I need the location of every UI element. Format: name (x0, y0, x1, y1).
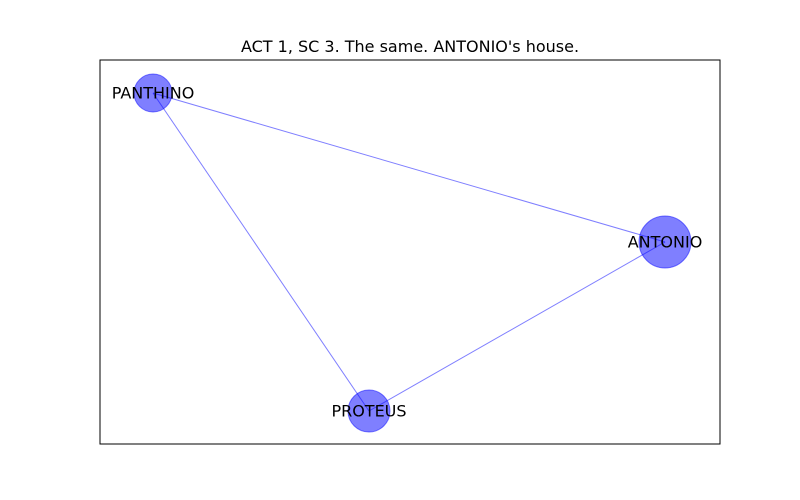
plot-frame (99, 59, 721, 445)
node-proteus (347, 389, 391, 433)
edges-layer (152, 92, 666, 412)
edge-antonio-proteus (368, 241, 666, 412)
node-panthino (133, 73, 173, 113)
nodes-layer (133, 73, 692, 433)
node-label-antonio: ANTONIO (628, 233, 703, 252)
node-label-proteus: PROTEUS (331, 402, 406, 421)
figure-title: ACT 1, SC 3. The same. ANTONIO's house. (241, 37, 579, 56)
labels-layer: PANTHINO ANTONIO PROTEUS (112, 84, 703, 421)
node-antonio (638, 215, 692, 269)
edge-panthino-proteus (152, 92, 370, 412)
node-label-panthino: PANTHINO (112, 84, 195, 103)
edge-panthino-antonio (152, 92, 666, 243)
